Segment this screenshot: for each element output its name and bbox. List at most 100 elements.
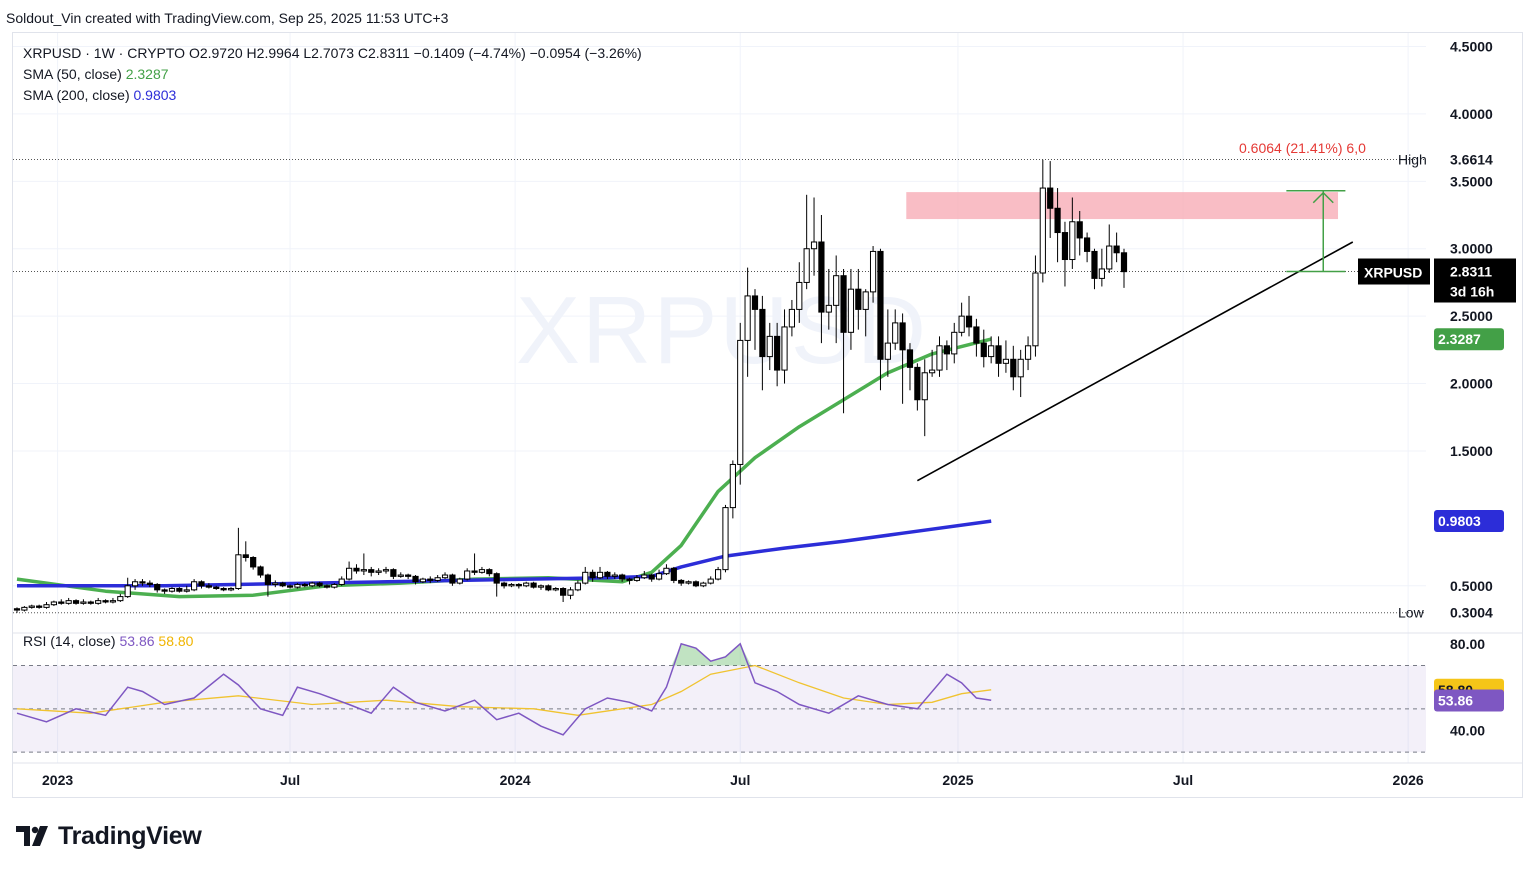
candle-down[interactable] [560,588,567,596]
candle-up[interactable] [788,308,795,328]
candle-up[interactable] [958,315,965,333]
candle-up[interactable] [1098,268,1105,279]
candle-down[interactable] [965,315,973,328]
chart-frame[interactable]: XRPUSD 0.5000 1.5000 2.0000 2.5000 3.0000 3.50… [12,32,1523,798]
candle-up[interactable] [929,369,936,374]
candle-down[interactable] [980,342,987,358]
candle-down[interactable] [1054,207,1061,234]
candle-up[interactable] [346,567,353,580]
candle-up[interactable] [810,241,818,250]
candle-down[interactable] [751,295,759,310]
candle-up[interactable] [936,345,943,371]
candle-down[interactable] [36,605,43,608]
candle-up[interactable] [833,275,840,306]
candle-down[interactable] [995,345,1002,364]
symbol-legend[interactable]: XRPUSD · 1W · CRYPTO O2.9720 H2.9964 L2.… [23,45,642,61]
sma200-line[interactable] [17,519,992,588]
candle-down[interactable] [427,578,434,581]
candle-up[interactable] [1069,221,1076,261]
candle-up[interactable] [892,322,899,344]
candle-up[interactable] [737,339,744,465]
candle-down[interactable] [471,570,478,573]
candle-up[interactable] [685,581,692,584]
candle-down[interactable] [412,575,419,583]
candle-up[interactable] [50,601,57,606]
price-chart-svg[interactable]: XRPUSD 0.5000 1.5000 2.0000 2.5000 3.0000 3.50… [13,33,1523,798]
candle-down[interactable] [1061,232,1069,261]
candle-down[interactable] [301,583,308,587]
candle-up[interactable] [567,589,574,596]
candle-down[interactable] [102,600,109,603]
candle-down[interactable] [198,581,205,587]
candle-down[interactable] [279,582,286,587]
candle-up[interactable] [869,250,877,293]
candle-down[interactable] [154,583,161,591]
candle-down[interactable] [670,567,677,581]
sma50-legend[interactable]: SMA (50, close) 2.3287 [23,66,169,82]
candle-down[interactable] [626,578,633,581]
candle-up[interactable] [862,291,869,310]
candle-up[interactable] [596,571,604,579]
candle-down[interactable] [449,574,456,584]
candle-down[interactable] [1010,358,1017,378]
rsi-line[interactable] [16,642,992,736]
candle-down[interactable] [13,608,21,611]
candle-up[interactable] [183,589,190,592]
candle-up[interactable] [1039,187,1046,274]
candle-down[interactable] [213,586,220,590]
candle-up[interactable] [796,281,803,310]
candle-up[interactable] [65,600,72,604]
candle-up[interactable] [574,582,581,591]
candle-up[interactable] [611,574,618,577]
candle-down[interactable] [678,579,685,584]
candle-up[interactable] [375,570,382,573]
candle-down[interactable] [692,581,700,587]
candle-up[interactable] [21,606,28,611]
candle-up[interactable] [847,288,855,333]
candle-down[interactable] [759,308,766,358]
candle-down[interactable] [353,567,360,572]
candle-down[interactable] [500,582,508,587]
candle-down[interactable] [619,574,626,580]
candle-up[interactable] [272,582,279,585]
candle-up[interactable] [707,578,714,584]
candle-up[interactable] [1106,245,1113,270]
candle-up[interactable] [80,601,87,604]
candle-up[interactable] [729,463,736,509]
candle-up[interactable] [28,605,35,608]
candle-up[interactable] [766,335,773,358]
candle-up[interactable] [633,577,641,581]
candle-up[interactable] [338,578,345,585]
candle-up[interactable] [781,326,788,371]
tradingview-logo[interactable]: TradingView [16,822,202,851]
candle-down[interactable] [530,582,537,588]
candle-down[interactable] [1113,245,1120,254]
candle-down[interactable] [818,241,825,313]
candle-down[interactable] [58,601,65,604]
candle-up[interactable] [641,574,648,579]
candle-down[interactable] [899,322,906,351]
candle-down[interactable] [604,571,611,577]
candle-up[interactable] [117,596,124,602]
candle-up[interactable] [360,569,367,572]
candle-down[interactable] [220,588,227,591]
candle-down[interactable] [87,601,94,604]
candle-up[interactable] [191,581,198,591]
support-trendline[interactable] [916,241,1354,482]
candle-up[interactable] [715,569,722,580]
candle-up[interactable] [921,372,928,401]
candle-up[interactable] [1017,358,1024,378]
candle-up[interactable] [441,574,449,579]
candle-up[interactable] [227,588,235,591]
candle-up[interactable] [1002,358,1010,364]
candle-up[interactable] [951,331,958,355]
sma200-legend[interactable]: SMA (200, close) 0.9803 [23,87,176,103]
candle-down[interactable] [486,569,493,575]
candle-up[interactable] [655,573,663,580]
candle-up[interactable] [508,583,515,587]
candle-down[interactable] [161,589,168,592]
candle-up[interactable] [168,588,176,592]
candle-down[interactable] [1047,187,1054,209]
candle-up[interactable] [1032,272,1039,347]
candle-up[interactable] [294,583,301,588]
